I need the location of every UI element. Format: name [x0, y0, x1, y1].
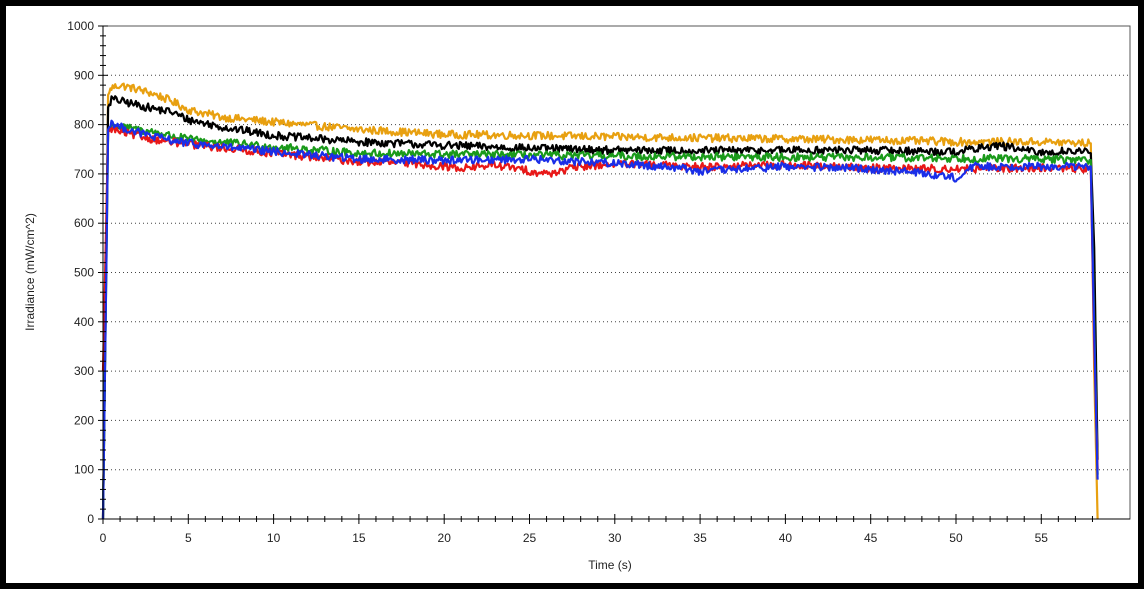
x-tick-label: 5: [185, 531, 192, 545]
y-tick-label: 600: [74, 216, 94, 230]
x-axis-title: Time (s): [588, 558, 632, 572]
tick-labels: 0 100 200 300 400 500 600 700 800 900 1000 0 5 10 15 20…: [67, 19, 1048, 545]
y-tick-label: 300: [74, 364, 94, 378]
x-tick-label: 0: [100, 531, 107, 545]
x-tick-label: 30: [608, 531, 622, 545]
x-tick-label: 40: [779, 531, 793, 545]
y-tick-label: 800: [74, 118, 94, 132]
y-tick-label: 700: [74, 167, 94, 181]
y-tick-label: 100: [74, 463, 94, 477]
y-tick-label: 1000: [67, 19, 94, 33]
y-tick-label: 0: [87, 512, 94, 526]
x-tick-label: 45: [864, 531, 878, 545]
y-tick-label: 500: [74, 266, 94, 280]
y-tick-label: 900: [74, 68, 94, 82]
plot-area: [102, 25, 1131, 520]
axes: [98, 25, 1130, 524]
x-tick-label: 50: [949, 531, 963, 545]
x-tick-label: 25: [523, 531, 537, 545]
y-tick-label: 200: [74, 413, 94, 427]
series-lines: [101, 82, 1099, 520]
x-tick-label: 15: [352, 531, 366, 545]
chart-frame: 0 100 200 300 400 500 600 700 800 900 1000 0 5 10 15 20…: [6, 6, 1138, 583]
y-tick-label: 400: [74, 315, 94, 329]
y-axis-title: Irradiance (mW/cm^2): [23, 213, 37, 331]
series-line: [101, 82, 1099, 520]
x-tick-label: 35: [693, 531, 707, 545]
series-line: [101, 95, 1099, 520]
irradiance-chart: 0 100 200 300 400 500 600 700 800 900 1000 0 5 10 15 20…: [23, 19, 1131, 572]
series-line: [101, 119, 1099, 520]
x-tick-label: 10: [267, 531, 281, 545]
x-tick-label: 20: [438, 531, 452, 545]
series-line: [101, 123, 1099, 520]
x-tick-label: 55: [1035, 531, 1049, 545]
